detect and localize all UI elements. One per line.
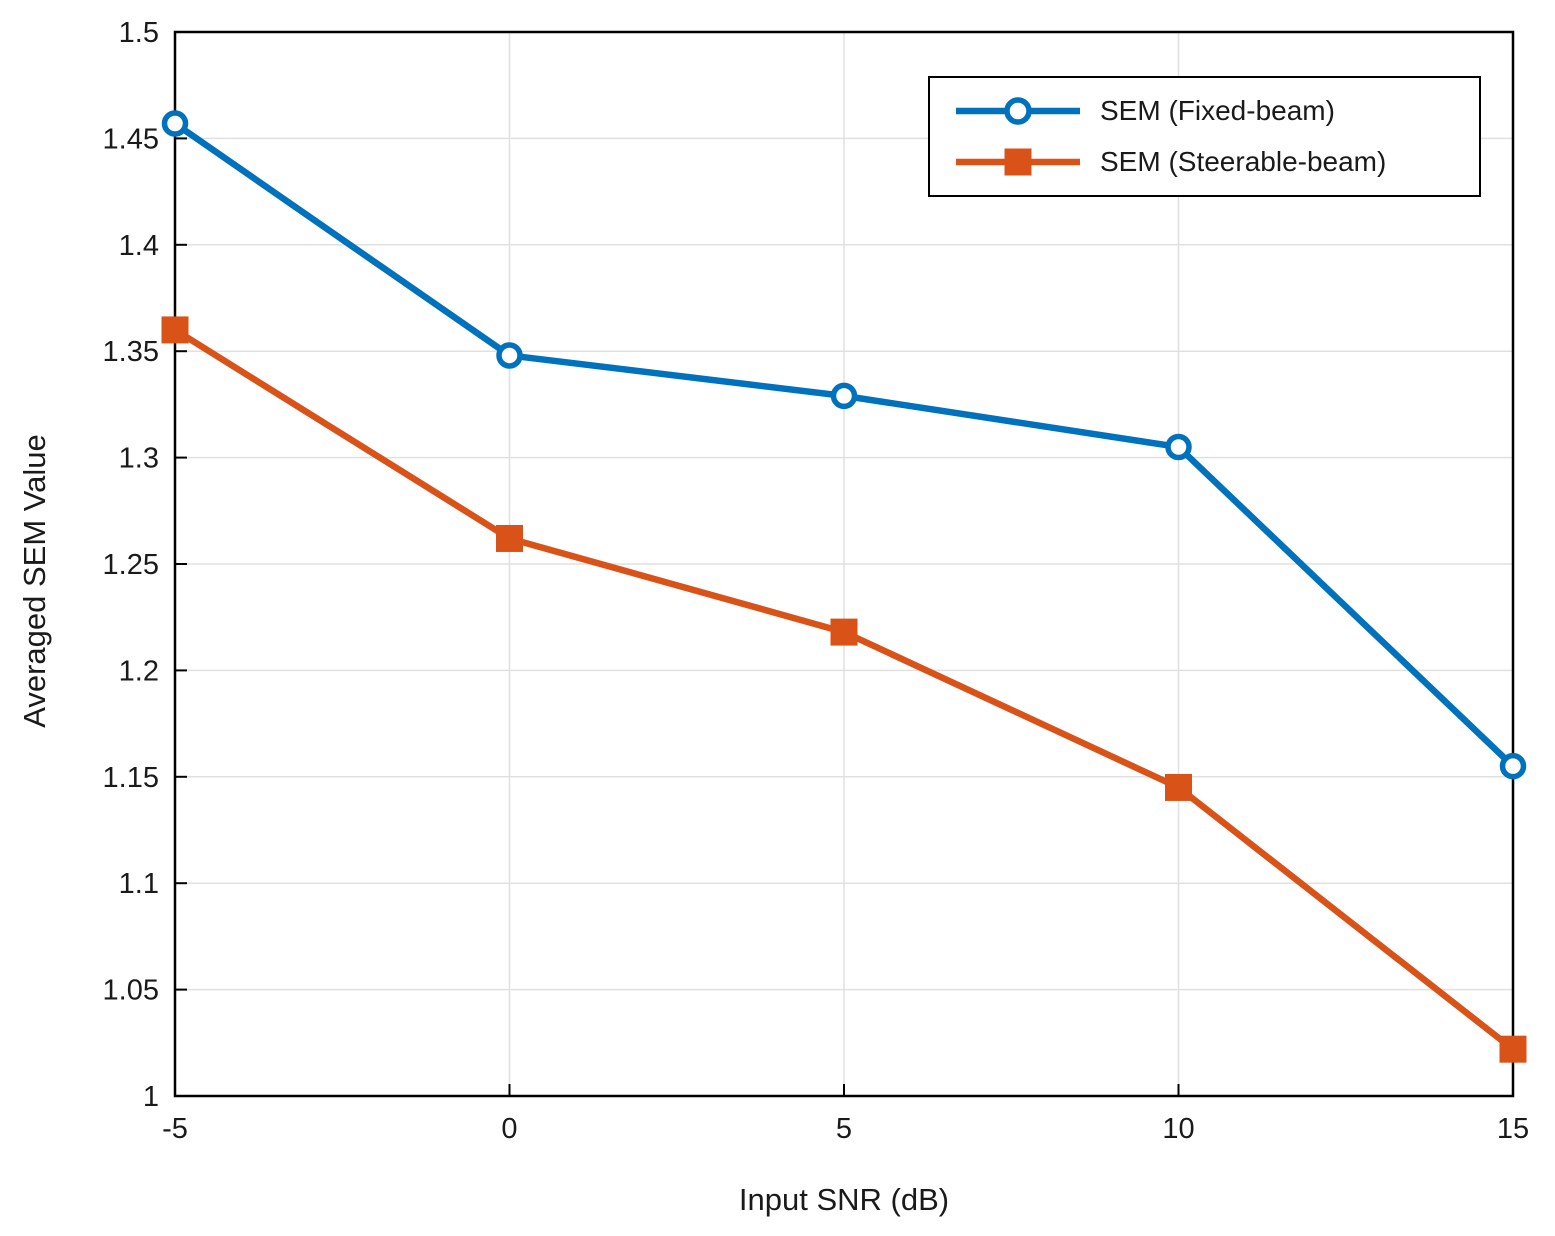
- y-tick-label: 1.05: [103, 975, 159, 1007]
- y-tick-label: 1.3: [119, 443, 159, 475]
- y-tick-label: 1.1: [119, 868, 159, 900]
- marker-circle: [161, 110, 189, 137]
- legend-item-fixed-beam: SEM (Fixed-beam): [930, 89, 1479, 133]
- x-tick-label: 0: [501, 1113, 517, 1145]
- marker-circle: [830, 382, 858, 410]
- legend-line-circle-sample: [956, 97, 1080, 125]
- y-tick-label: 1.25: [103, 549, 159, 581]
- marker-square: [496, 524, 523, 552]
- y-axis-label: Averaged SEM Value: [17, 434, 52, 728]
- legend: SEM (Fixed-beam) SEM (Steerable-beam): [928, 76, 1481, 197]
- x-tick-label: 5: [836, 1113, 852, 1145]
- marker-circle: [496, 342, 523, 369]
- y-tick-label: 1.5: [119, 17, 159, 49]
- x-tick-label: 15: [1497, 1113, 1529, 1145]
- marker-square: [830, 618, 858, 646]
- y-tick-label: 1.15: [103, 762, 159, 794]
- legend-label-steerable-beam: SEM (Steerable-beam): [1100, 146, 1387, 177]
- legend-line-square-sample: [956, 148, 1080, 176]
- marker-square: [1499, 1035, 1527, 1063]
- y-tick-label: 1.2: [119, 655, 159, 687]
- legend-item-steerable-beam: SEM (Steerable-beam): [930, 140, 1479, 184]
- x-tick-label: -5: [162, 1113, 188, 1145]
- marker-square: [161, 316, 189, 344]
- legend-label-fixed-beam: SEM (Fixed-beam): [1100, 95, 1335, 126]
- y-tick-label: 1: [143, 1081, 159, 1113]
- x-axis-label: Input SNR (dB): [738, 1182, 950, 1217]
- marker-square: [1165, 773, 1192, 801]
- y-tick-label: 1.4: [119, 230, 159, 262]
- x-tick-label: 10: [1162, 1113, 1194, 1145]
- y-tick-label: 1.45: [103, 123, 159, 155]
- marker-circle: [1165, 433, 1192, 461]
- marker-circle: [1499, 752, 1527, 780]
- y-tick-label: 1.35: [103, 336, 159, 368]
